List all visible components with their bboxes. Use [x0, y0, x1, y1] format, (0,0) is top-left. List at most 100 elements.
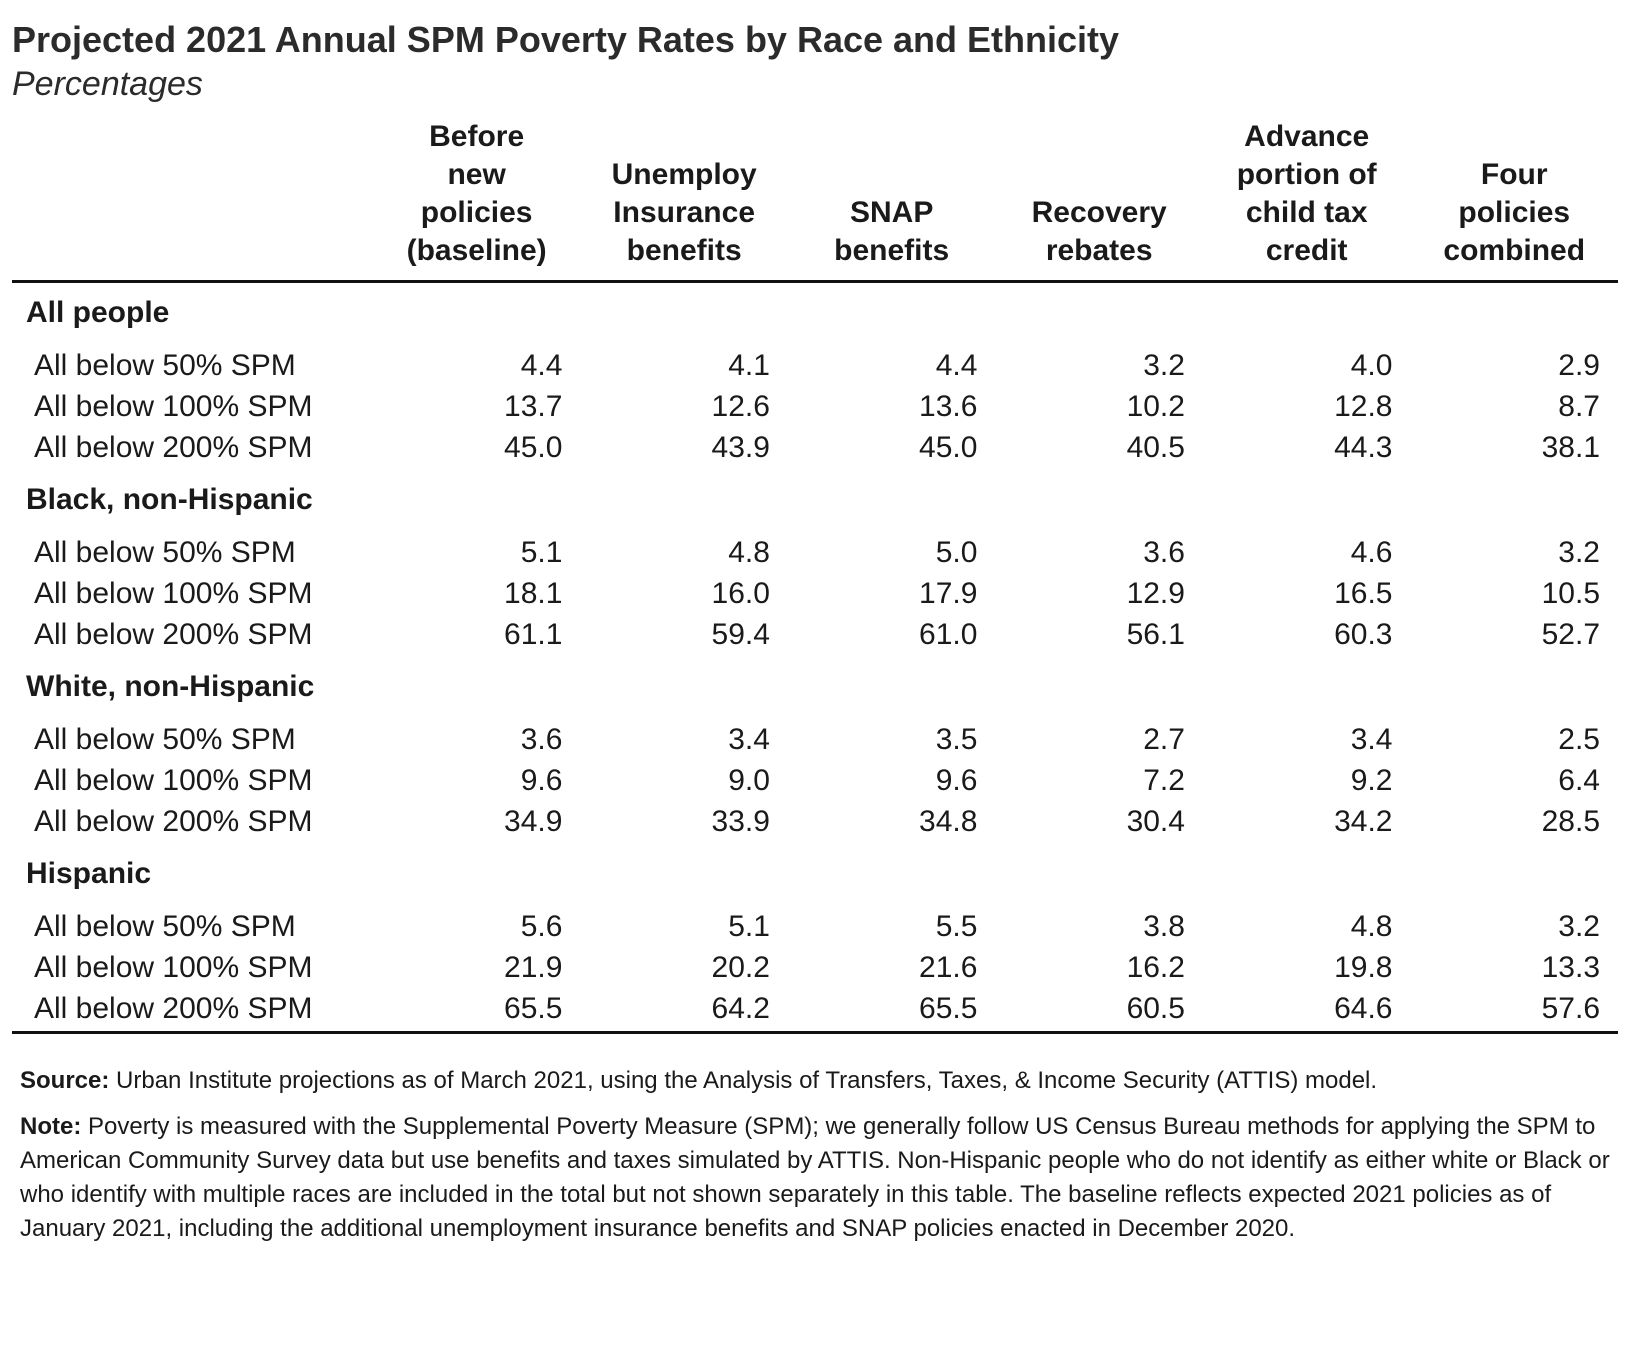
table-cell: 4.8 — [1350, 910, 1393, 943]
table-cell: 18.1 — [504, 577, 563, 610]
table-cell: 3.2 — [1558, 910, 1600, 943]
table-cell: 21.6 — [919, 951, 978, 984]
note-text: Poverty is measured with the Supplementa… — [20, 1113, 1610, 1242]
table-cell: 61.0 — [919, 618, 978, 651]
table-cell: 9.0 — [728, 764, 770, 797]
group-row: White, non-Hispanic — [12, 655, 1618, 719]
table-cell: 7.2 — [1143, 764, 1185, 797]
poverty-rates-table: Before new policies (baseline) Unemploy … — [12, 118, 1618, 1034]
table-row: All below 100% SPM 21.9 20.2 21.6 16.2 19.8 13… — [12, 947, 1618, 988]
table-cell: 5.1 — [728, 910, 770, 943]
table-cell: 21.9 — [504, 951, 563, 984]
table-row: All below 50% SPM 4.4 4.1 4.4 3.2 4.0 2.9 — [12, 345, 1618, 386]
table-row: All below 200% SPM 45.0 43.9 45.0 40.5 44.3 38… — [12, 427, 1618, 468]
table-cell: 56.1 — [1126, 618, 1185, 651]
table-cell: 4.1 — [728, 349, 770, 382]
row-label: All below 200% SPM — [34, 431, 313, 464]
table-cell: 17.9 — [919, 577, 978, 610]
document-page: Projected 2021 Annual SPM Poverty Rates … — [12, 18, 1618, 106]
group-label: White, non-Hispanic — [26, 670, 315, 703]
group-label: Hispanic — [26, 857, 152, 890]
table-cell: 4.6 — [1350, 536, 1393, 569]
table-cell: 59.4 — [711, 618, 770, 651]
group-row: All people — [12, 282, 1618, 346]
table-cell: 9.6 — [935, 764, 978, 797]
table-cell: 3.4 — [1350, 723, 1393, 756]
row-label: All below 100% SPM — [34, 577, 313, 610]
table-cell: 5.1 — [520, 536, 563, 569]
source-text: Urban Institute projections as of March … — [109, 1067, 1378, 1094]
table-cell: 3.6 — [520, 723, 563, 756]
table-cell: 2.5 — [1558, 723, 1600, 756]
table-body: All people All below 50% SPM 4.4 4.1 4.4 3.2 4… — [12, 282, 1618, 1034]
table-row: All below 100% SPM 9.6 9.0 9.6 7.2 9.2 6.4 — [12, 760, 1618, 801]
table-cell: 5.0 — [935, 536, 978, 569]
header-row: Before new policies (baseline) Unemploy … — [12, 118, 1618, 283]
group-row: Black, non-Hispanic — [12, 468, 1618, 532]
table-cell: 34.9 — [504, 805, 563, 838]
table-cell: 6.4 — [1558, 764, 1600, 797]
table-cell: 3.5 — [935, 723, 978, 756]
table-header: Before new policies (baseline) Unemploy … — [12, 118, 1618, 283]
table-cell: 2.9 — [1558, 349, 1600, 382]
table-cell: 64.2 — [580, 988, 788, 1034]
table-cell: 3.4 — [728, 723, 770, 756]
table-cell: 65.5 — [787, 988, 996, 1034]
table-cell: 44.3 — [1334, 431, 1393, 464]
table-cell: 3.2 — [1558, 536, 1600, 569]
row-label: All below 100% SPM — [34, 951, 313, 984]
table-cell: 28.5 — [1541, 805, 1600, 838]
row-label: All below 50% SPM — [34, 536, 296, 569]
table-cell: 3.2 — [1143, 349, 1185, 382]
table-cell: 5.5 — [935, 910, 978, 943]
table-cell: 4.8 — [728, 536, 770, 569]
table-cell: 4.4 — [935, 349, 978, 382]
table-cell: 4.4 — [520, 349, 563, 382]
table-row: All below 200% SPM 61.1 59.4 61.0 56.1 60.3 52… — [12, 614, 1618, 655]
column-header: Before new policies (baseline) — [372, 118, 581, 283]
table-cell: 61.1 — [504, 618, 563, 651]
table-cell: 34.2 — [1334, 805, 1393, 838]
table-cell: 3.8 — [1143, 910, 1185, 943]
table-cell: 43.9 — [711, 431, 770, 464]
table-cell: 5.6 — [520, 910, 563, 943]
row-label: All below 50% SPM — [34, 349, 296, 382]
table-cell: 12.9 — [1126, 577, 1185, 610]
table-cell: 40.5 — [1126, 431, 1185, 464]
table-cell: 12.8 — [1334, 390, 1393, 423]
table-row: All below 200% SPM 34.9 33.9 34.8 30.4 34.2 28… — [12, 801, 1618, 842]
table-cell: 33.9 — [711, 805, 770, 838]
table-cell: 13.3 — [1541, 951, 1600, 984]
group-label: All people — [26, 296, 170, 329]
table-cell: 45.0 — [919, 431, 978, 464]
table-cell: 60.5 — [995, 988, 1203, 1034]
table-cell: 20.2 — [711, 951, 770, 984]
group-row: Hispanic — [12, 842, 1618, 906]
row-label: All below 100% SPM — [34, 764, 313, 797]
row-label: All below 200% SPM — [34, 805, 313, 838]
table-cell: 8.7 — [1558, 390, 1600, 423]
table-cell: 57.6 — [1410, 988, 1618, 1034]
table-cell: 3.6 — [1143, 536, 1185, 569]
table-cell: 34.8 — [919, 805, 978, 838]
table-cell: 60.3 — [1334, 618, 1393, 651]
source-lead: Source: — [20, 1067, 110, 1094]
table-cell: 12.6 — [711, 390, 770, 423]
table-cell: 10.2 — [1126, 390, 1185, 423]
row-label: All below 50% SPM — [34, 910, 296, 943]
table-cell: 10.5 — [1541, 577, 1600, 610]
note-text-block: Note: Poverty is measured with the Suppl… — [20, 1110, 1616, 1246]
group-label: Black, non-Hispanic — [26, 483, 313, 516]
row-label: All below 100% SPM — [34, 390, 313, 423]
table-cell: 19.8 — [1334, 951, 1393, 984]
table-cell: 13.7 — [504, 390, 563, 423]
footnotes: Source: Urban Institute projections as o… — [20, 1064, 1616, 1258]
table-cell: 9.2 — [1350, 764, 1393, 797]
table-cell: 64.6 — [1202, 988, 1411, 1034]
table-cell: 16.5 — [1334, 577, 1393, 610]
source-note: Source: Urban Institute projections as o… — [20, 1064, 1616, 1098]
column-header: Advance portion of child tax credit — [1202, 118, 1411, 283]
column-header: Four policies combined — [1410, 118, 1618, 283]
row-label: All below 200% SPM — [34, 618, 313, 651]
table-cell: 38.1 — [1541, 431, 1600, 464]
